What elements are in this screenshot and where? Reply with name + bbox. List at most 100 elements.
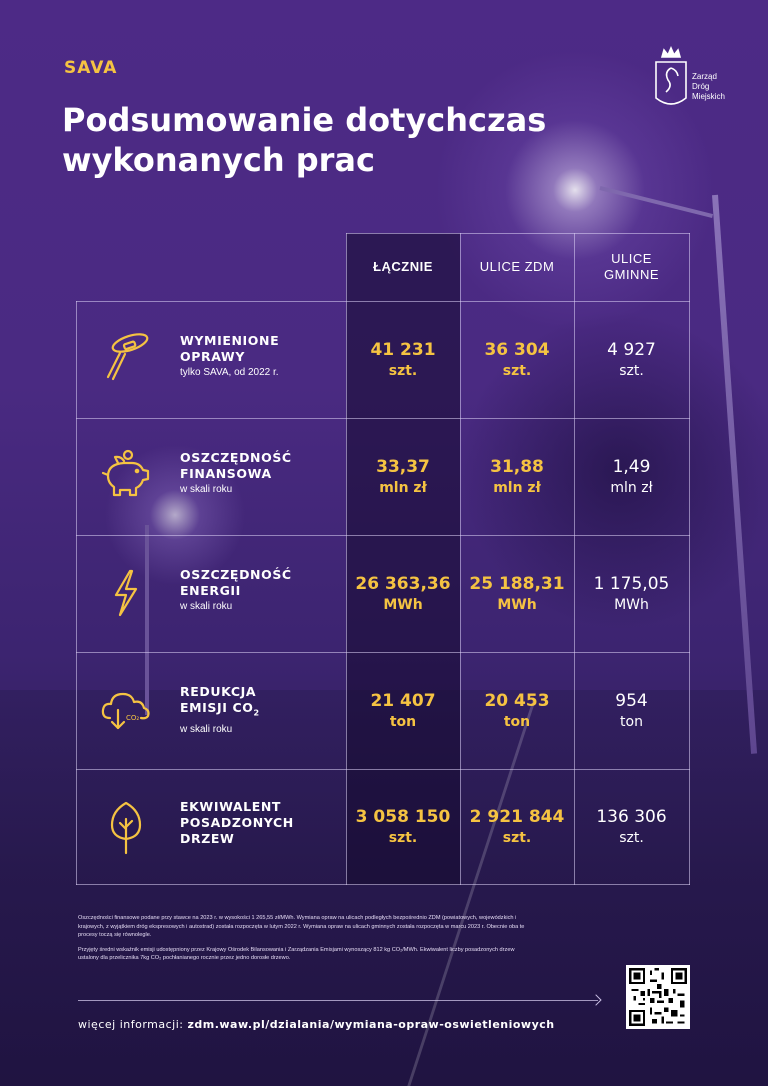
cell-municipal: 954 ton: [574, 652, 689, 769]
cell-value: 21 407: [370, 690, 436, 711]
row-label: OSZCZĘDNOŚĆ FINANSOWA w skali roku: [180, 450, 340, 497]
footnotes: Oszczędności finansowe podane przy stawc…: [78, 914, 530, 969]
row-label-line-3: DRZEW: [180, 831, 235, 846]
cell-unit: ton: [620, 713, 643, 730]
cell-value: 20 453: [484, 690, 550, 711]
co2-cloud-icon: CO₂: [101, 692, 150, 730]
cell-unit: MWh: [383, 596, 423, 613]
row-sublabel: tylko SAVA, od 2022 r.: [180, 367, 279, 378]
cell-municipal: 1 175,05 MWh: [574, 535, 689, 652]
cell-total: 21 407 ton: [346, 652, 460, 769]
table-row-energy-savings: OSZCZĘDNOŚĆ ENERGII w skali roku 26 363,…: [76, 535, 690, 652]
street-lamp-icon: [106, 333, 149, 381]
column-header-label: ULICE ZDM: [479, 259, 555, 274]
more-info: więcej informacji: zdm.waw.pl/dzialania/…: [78, 1018, 555, 1031]
cell-municipal: 136 306 szt.: [574, 769, 689, 884]
grid-line: [574, 233, 575, 885]
cell-unit: szt.: [388, 362, 418, 379]
page-title: Podsumowanie dotychczas wykonanych prac: [62, 100, 622, 180]
lightning-bolt-icon: [114, 569, 138, 617]
cell-value: 25 188,31: [469, 573, 565, 594]
table-row-financial-savings: OSZCZĘDNOŚĆ FINANSOWA w skali roku 33,37…: [76, 418, 690, 535]
qr-code-icon[interactable]: [626, 965, 690, 1029]
street-light-arm: [599, 186, 714, 219]
cell-value: 1 175,05: [593, 573, 670, 594]
cell-unit: szt.: [619, 362, 644, 379]
row-label-subscript: 2: [253, 708, 260, 718]
cell-value: 36 304: [484, 339, 550, 360]
cell-unit: szt.: [502, 362, 532, 379]
row-sublabel: w skali roku: [180, 723, 233, 735]
divider-arrow-line: [78, 1000, 598, 1001]
more-info-label: więcej informacji:: [78, 1018, 188, 1031]
logo-text: Zarząd Dróg Miejskich: [692, 72, 725, 102]
zdm-logo-icon: [655, 46, 687, 105]
cell-total: 26 363,36 MWh: [346, 535, 460, 652]
title-line-2: wykonanych prac: [62, 141, 375, 179]
piggy-bank-icon: [101, 449, 150, 497]
row-label-line-2: FINANSOWA: [180, 466, 272, 481]
row-label: EKWIWALENT POSADZONYCH DRZEW: [180, 799, 340, 847]
cell-unit: mln zł: [493, 479, 541, 496]
row-label-line-1: EKWIWALENT: [180, 799, 282, 814]
grid-line: [346, 233, 347, 885]
title-line-1: Podsumowanie dotychczas: [62, 101, 547, 139]
row-label-text: EMISJI CO: [180, 700, 254, 715]
cell-unit: szt.: [388, 829, 418, 846]
cell-zdm: 25 188,31 MWh: [460, 535, 574, 652]
svg-text:CO₂: CO₂: [126, 714, 139, 722]
column-header-label-2: GMINNE: [604, 267, 659, 282]
cell-municipal: 4 927 szt.: [574, 301, 689, 418]
cell-unit: MWh: [497, 596, 537, 613]
cell-municipal: 1,49 mln zł: [574, 418, 689, 535]
row-label-line-1: OSZCZĘDNOŚĆ: [180, 450, 292, 465]
street-light-pole: [712, 194, 758, 754]
brand-label: SAVA: [64, 58, 118, 78]
cell-value: 26 363,36: [355, 573, 451, 594]
row-label-line-1: OSZCZĘDNOŚĆ: [180, 567, 292, 582]
column-header-label: ŁĄCZNIE: [373, 259, 433, 274]
row-label-line-2: EMISJI CO2: [180, 700, 340, 722]
cell-total: 41 231 szt.: [346, 301, 460, 418]
cell-unit: mln zł: [610, 479, 653, 496]
logo-text-line-3: Miejskich: [692, 92, 725, 101]
row-label: OSZCZĘDNOŚĆ ENERGII w skali roku: [180, 567, 340, 614]
cell-zdm: 36 304 szt.: [460, 301, 574, 418]
cell-value: 4 927: [607, 339, 656, 360]
column-header-municipal-streets: ULICE GMINNE: [574, 233, 689, 301]
cell-unit: MWh: [614, 596, 649, 613]
row-label-line-1: REDUKCJA: [180, 684, 257, 699]
row-label: REDUKCJA EMISJI CO2 w skali roku: [180, 684, 340, 737]
cell-value: 31,88: [490, 456, 544, 477]
cell-value: 33,37: [376, 456, 430, 477]
grid-line: [689, 233, 690, 885]
cell-value: 1,49: [612, 456, 651, 477]
cell-value: 136 306: [596, 806, 667, 827]
grid-line: [76, 769, 690, 770]
cell-unit: ton: [503, 713, 531, 730]
row-label-line-2: POSADZONYCH: [180, 815, 294, 830]
cell-zdm: 20 453 ton: [460, 652, 574, 769]
grid-line: [76, 418, 690, 419]
table-row-co2-reduction: CO₂ REDUKCJA EMISJI CO2 w skali roku 21 …: [76, 652, 690, 769]
grid-line: [460, 233, 461, 885]
more-info-link[interactable]: zdm.waw.pl/dzialania/wymiana-opraw-oswie…: [187, 1018, 555, 1031]
cell-value: 2 921 844: [469, 806, 565, 827]
footnote-emissions: Przyjęty średni wskaźnik emisji udostępn…: [78, 946, 515, 962]
cell-zdm: 2 921 844 szt.: [460, 769, 574, 884]
grid-line: [76, 535, 690, 536]
row-sublabel: w skali roku: [180, 484, 233, 495]
cell-unit: mln zł: [379, 479, 427, 496]
summary-table: ŁĄCZNIE ULICE ZDM ULICE GMINNE WYMIENION…: [76, 233, 690, 885]
tree-icon: [110, 801, 142, 855]
grid-line: [76, 301, 690, 302]
table-row-trees-equivalent: EKWIWALENT POSADZONYCH DRZEW 3 058 150 s…: [76, 769, 690, 884]
cell-total: 33,37 mln zł: [346, 418, 460, 535]
table-row-replaced-fixtures: WYMIENIONE OPRAWY tylko SAVA, od 2022 r.…: [76, 301, 690, 418]
row-sublabel: w skali roku: [180, 601, 233, 612]
street-light-pole-far: [145, 525, 149, 715]
logo-text-line-1: Zarząd: [692, 72, 717, 81]
row-label-line-1: WYMIENIONE: [180, 333, 280, 348]
logo-text-line-2: Dróg: [692, 82, 710, 91]
cell-value: 954: [615, 690, 648, 711]
